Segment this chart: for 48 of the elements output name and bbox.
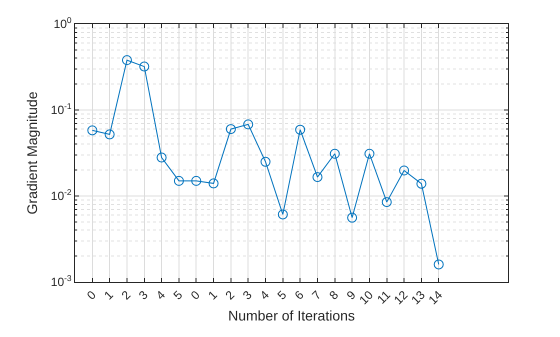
point	[399, 165, 410, 176]
x-tick-label: 2	[118, 288, 134, 302]
point	[364, 148, 374, 159]
x-axis-title: Number of Iterations	[228, 308, 355, 324]
point	[226, 124, 236, 134]
x-tick-label: 4	[257, 288, 272, 302]
x-tick-label: 3	[136, 288, 151, 302]
point	[87, 125, 98, 136]
y-tick-label: 10$^{-1}$	[50, 101, 72, 118]
point	[104, 129, 115, 140]
x-tick-label: 3	[240, 288, 255, 302]
y-tick-label: 10$^{-2}$	[50, 187, 72, 204]
x-tick-label: 4	[153, 288, 168, 302]
x-tick-label: 1	[205, 288, 220, 302]
point	[122, 55, 132, 66]
x-tick-label: 14	[426, 288, 446, 308]
x-tick-label: 6	[292, 288, 307, 302]
y-axis-title: Gradient Magnitude	[24, 91, 40, 214]
point	[312, 172, 322, 182]
x-tick-label: 11	[374, 288, 394, 307]
point	[260, 156, 271, 167]
x-tick-label: 0	[84, 288, 99, 302]
x-tick-label: 8	[326, 288, 342, 302]
point	[243, 119, 254, 130]
point	[278, 209, 288, 220]
point	[174, 176, 184, 186]
point	[139, 62, 150, 72]
x-tick-label: 5	[170, 288, 186, 302]
point	[156, 152, 167, 163]
x-tick-label: 9	[344, 288, 359, 302]
point	[434, 259, 444, 270]
x-tick-label: 2	[222, 288, 238, 302]
point	[330, 148, 340, 159]
point	[416, 178, 426, 189]
y-tick-label: 10$^{-3}$	[50, 273, 72, 290]
x-tick-label: 7	[309, 288, 324, 302]
x-tick-label: 5	[274, 288, 290, 302]
y-tick-label: 10$^{0}$	[54, 15, 72, 32]
point	[208, 178, 219, 188]
point	[295, 124, 306, 135]
x-tick-label: 10	[356, 288, 376, 308]
x-tick-label: 1	[101, 288, 116, 302]
x-tick-label: 0	[188, 288, 203, 302]
point	[191, 176, 202, 186]
x-tick-label: 13	[408, 288, 428, 308]
x-tick-label: 12	[391, 288, 411, 308]
point	[347, 212, 358, 223]
point	[382, 197, 392, 208]
